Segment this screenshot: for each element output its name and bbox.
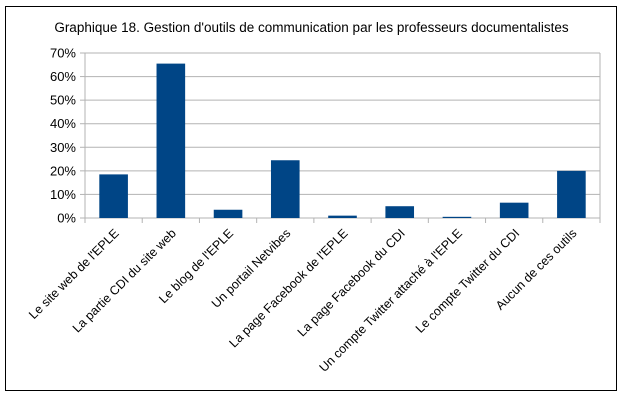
y-tick-label: 50% xyxy=(50,93,76,108)
chart-title: Graphique 18. Gestion d'outils de commun… xyxy=(54,20,569,35)
bar xyxy=(213,209,243,218)
bar xyxy=(499,202,529,218)
bar xyxy=(442,216,472,218)
y-tick-label: 0% xyxy=(57,211,76,226)
y-tick-label: 70% xyxy=(50,46,76,61)
bar xyxy=(385,206,415,218)
y-tick-label: 40% xyxy=(50,116,76,131)
bar xyxy=(99,174,128,218)
bar xyxy=(557,170,586,218)
x-category-label: La page Facebook de l'EPLE xyxy=(227,226,351,350)
bar xyxy=(270,160,300,218)
y-tick-label: 20% xyxy=(50,163,76,178)
bar xyxy=(156,63,186,218)
x-category-label: Le compte Twitter du CDI xyxy=(413,226,522,335)
x-category-label: La page Facebook du CDI xyxy=(295,226,408,339)
y-tick-label: 30% xyxy=(50,140,76,155)
x-category-label: La partie CDI du site web xyxy=(70,226,179,335)
y-tick-label: 10% xyxy=(50,187,76,202)
y-tick-label: 60% xyxy=(50,69,76,84)
bar xyxy=(328,215,357,218)
